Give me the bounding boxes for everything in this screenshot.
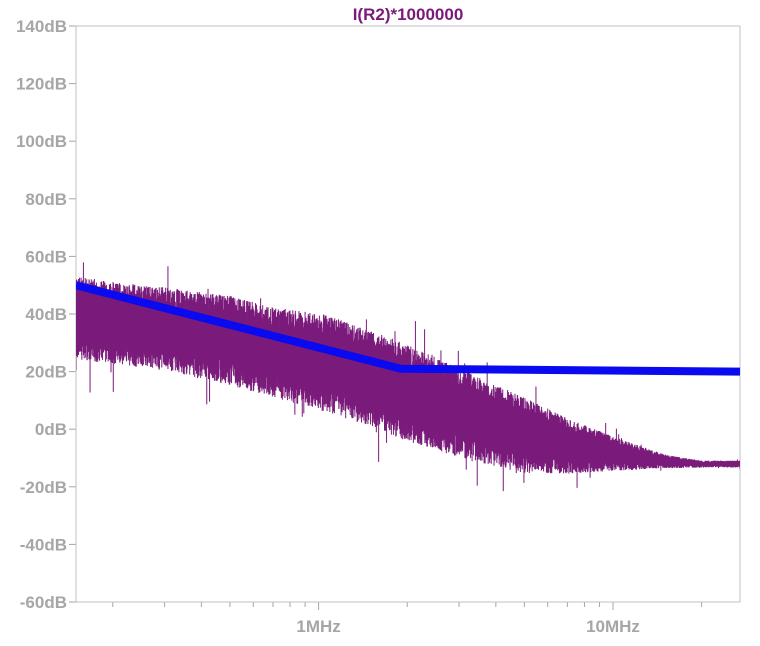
- y-tick-label: -40dB: [20, 535, 67, 554]
- y-tick-label: 140dB: [16, 17, 67, 36]
- tick-layer: 140dB 120dB 100dB 80dB 60dB 40dB 20dB 0dB -20dB -…: [16, 17, 703, 636]
- x-tick-label: 10MHz: [586, 617, 640, 636]
- y-tick-label: -20dB: [20, 478, 67, 497]
- y-tick-label: 80dB: [25, 190, 67, 209]
- x-tick-label: 1MHz: [296, 617, 340, 636]
- title-layer: I(R2)*1000000: [353, 5, 464, 24]
- y-tick-label: 40dB: [25, 305, 67, 324]
- series-limit-line: [76, 281, 740, 376]
- series-spectrum: [76, 262, 740, 492]
- series-layer: [76, 262, 740, 492]
- y-tick-label: 20dB: [25, 363, 67, 382]
- y-tick-label: 0dB: [35, 420, 67, 439]
- chart-title: I(R2)*1000000: [353, 5, 464, 24]
- y-tick-label: 60dB: [25, 247, 67, 266]
- y-tick-label: 100dB: [16, 132, 67, 151]
- y-tick-label: -60dB: [20, 593, 67, 612]
- y-tick-label: 120dB: [16, 75, 67, 94]
